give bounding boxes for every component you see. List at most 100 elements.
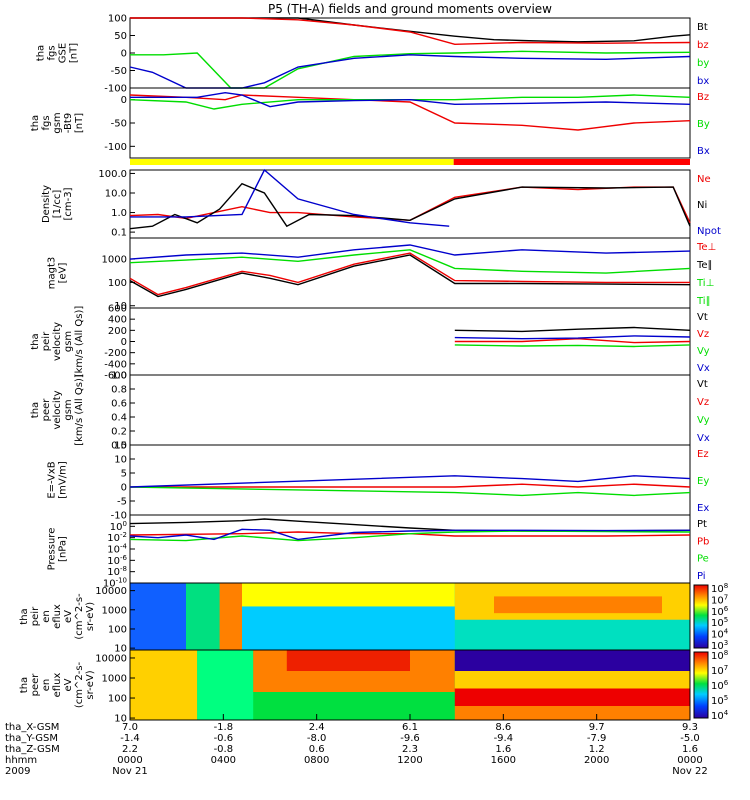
series-density-1 [129,182,691,230]
fgs-ylabel-3: [nT] [69,43,80,63]
legend-peer_vel-3: Vx [697,433,710,444]
ytick-label-fgs-4: -100 [104,84,127,95]
spec-patch-f-peir_en [494,596,662,614]
footer-label-3: hhmm [5,755,37,766]
peir_en-ylabel-2: en [41,610,52,623]
footer-value-0-2: 2.2 [122,744,138,755]
series-peir_vel-1 [454,337,691,344]
panel-frame-peir_vel [129,307,691,376]
footer-label-1: tha_Y-GSM [5,733,58,744]
peer_en-ylabel-2: en [41,679,52,692]
footer-value-4-2: 1.6 [495,744,511,755]
series-fgs-1 [130,17,691,46]
peer_en-ylabel-5: (cm^2-s- [74,661,85,708]
ytick-label-peer_vel-2: 0.6 [111,399,127,410]
spec-ytick-label-peir_en-1: 1000 [102,605,127,616]
panel-frame-efield [129,444,691,516]
footer-value-3-3: 1200 [397,755,422,766]
series-efield-1 [129,486,691,497]
footer-value-6-4: Nov 22 [672,766,707,777]
ytick-label-magt3-0: 1000 [102,255,127,266]
ytick-label-peer_vel-5: 0.0 [111,441,127,452]
ytick-label-fgs-0: 100 [108,14,127,25]
legend-peer_vel-1: Vz [697,397,709,408]
spec-ytick-label-peir_en-2: 100 [108,624,127,635]
spec-ytick-label-peer_en-0: 10000 [95,653,127,664]
peer_en-ylabel-4: eV [63,678,74,691]
ytick-label-efield-0: 15 [114,441,127,452]
colorbar-peer_en [693,651,709,719]
peer_en-ylabel-1: peer [30,673,41,697]
magt3-ylabel-1: [eV] [58,263,69,284]
spec-patch-b-peer_en [197,650,254,720]
ytick-label-fgs_gsm-0: 0 [121,95,127,106]
panel-fgs: 100 50 0 -50 -100 tha fgs GSE [nT] Bt bz by bx [36,14,710,95]
colorbar-tick-peer_en-2: 106 [711,679,729,692]
series-pressure-3 [129,528,691,541]
ytick-label-pressure-1: 10-2 [107,531,127,544]
legend-density-0: Ne [697,174,711,185]
legend-magt3-1: Te∥ [696,260,713,271]
peir_en-ylabel-0: tha [19,608,30,624]
legend-fgs-3: bx [697,76,709,87]
x-axis-footer: tha_X-GSMtha_Y-GSMtha_Z-GSMhhmm20097.0-1… [5,714,708,777]
footer-value-5-2: 1.2 [589,744,605,755]
spec-patch-g-peir_en [454,619,690,650]
fgs_gsm-ylabel-2: gsm [52,112,63,133]
ytick-label-efield-3: 0 [121,483,127,494]
colorbar-tick-peer_en-4: 104 [711,709,729,722]
legend-fgs-2: by [697,58,709,69]
peir_vel-ylabel-0: tha [30,333,41,349]
spec-ytick-label-peir_en-3: 10 [114,644,127,655]
series-fgs-0 [130,17,691,43]
ytick-label-fgs_gsm-2: -100 [104,142,127,153]
density-ylabel-0: Density [41,185,52,223]
legend-fgs-0: Bt [697,22,708,33]
ytick-label-peir_vel-5: -400 [104,359,127,370]
efield-ylabel-0: E=-VxB [47,461,58,498]
ytick-label-density-3: 0.1 [111,228,127,239]
footer-label-2: tha_Z-GSM [5,744,60,755]
fgs-ylabel-2: GSE [58,43,69,63]
peir_vel-ylabel-3: gsm [63,331,74,352]
ytick-label-magt3-2: 10 [114,301,127,312]
footer-value-4-0: 8.6 [495,722,511,733]
legend-magt3-3: Ti∥ [696,296,711,307]
density-ylabel-2: [cm-3] [63,187,74,220]
ytick-label-peer_vel-0: 1.0 [111,371,127,382]
ytick-label-peir_vel-2: 200 [108,326,127,337]
peir_vel-ylabel-2: velocity [52,322,63,361]
series-peir_vel-0 [454,326,691,333]
series-magt3-3 [129,244,691,260]
series-magt3-2 [129,249,691,274]
fgs_gsm-ylabel-1: fgs [41,115,52,130]
footer-value-0-3: 0000 [117,755,142,766]
fgs-ylabel-1: fgs [47,45,58,60]
colorbar-tick-peer_en-3: 105 [711,694,728,707]
footer-value-3-0: 6.1 [402,722,418,733]
legend-efield-0: Ez [697,449,709,460]
ytick-label-peir_vel-0: 600 [108,304,127,315]
ytick-label-fgs-3: -50 [111,66,127,77]
series-magt3-1 [129,254,691,298]
spec-patch-d-peer_en [286,650,410,671]
spec-patch-e-peer_en [454,650,690,671]
footer-value-4-1: -9.4 [494,733,514,744]
spec-ytick-label-peer_en-1: 1000 [102,674,127,685]
legend-peir_vel-1: Vz [697,329,709,340]
ytick-label-peir_vel-4: -200 [104,348,127,359]
ytick-label-efield-5: -10 [111,511,127,522]
peer_en-ylabel-0: tha [19,677,30,693]
fgs_gsm-ylabel-0: tha [30,115,41,131]
peir_en-ylabel-5: (cm^2-s- [74,593,85,640]
colorbar-tick-peer_en-1: 107 [711,664,728,677]
ytick-label-peer_vel-4: 0.2 [111,427,127,438]
legend-magt3-2: Ti⊥ [696,278,714,289]
colorbar-tick-peir_en-5: 103 [711,639,728,652]
legend-peir_vel-2: Vy [697,346,710,357]
fgs_gsm-ylabel-3: -Bt9 [63,113,74,133]
spec-ytick-label-peer_en-2: 100 [108,694,127,705]
